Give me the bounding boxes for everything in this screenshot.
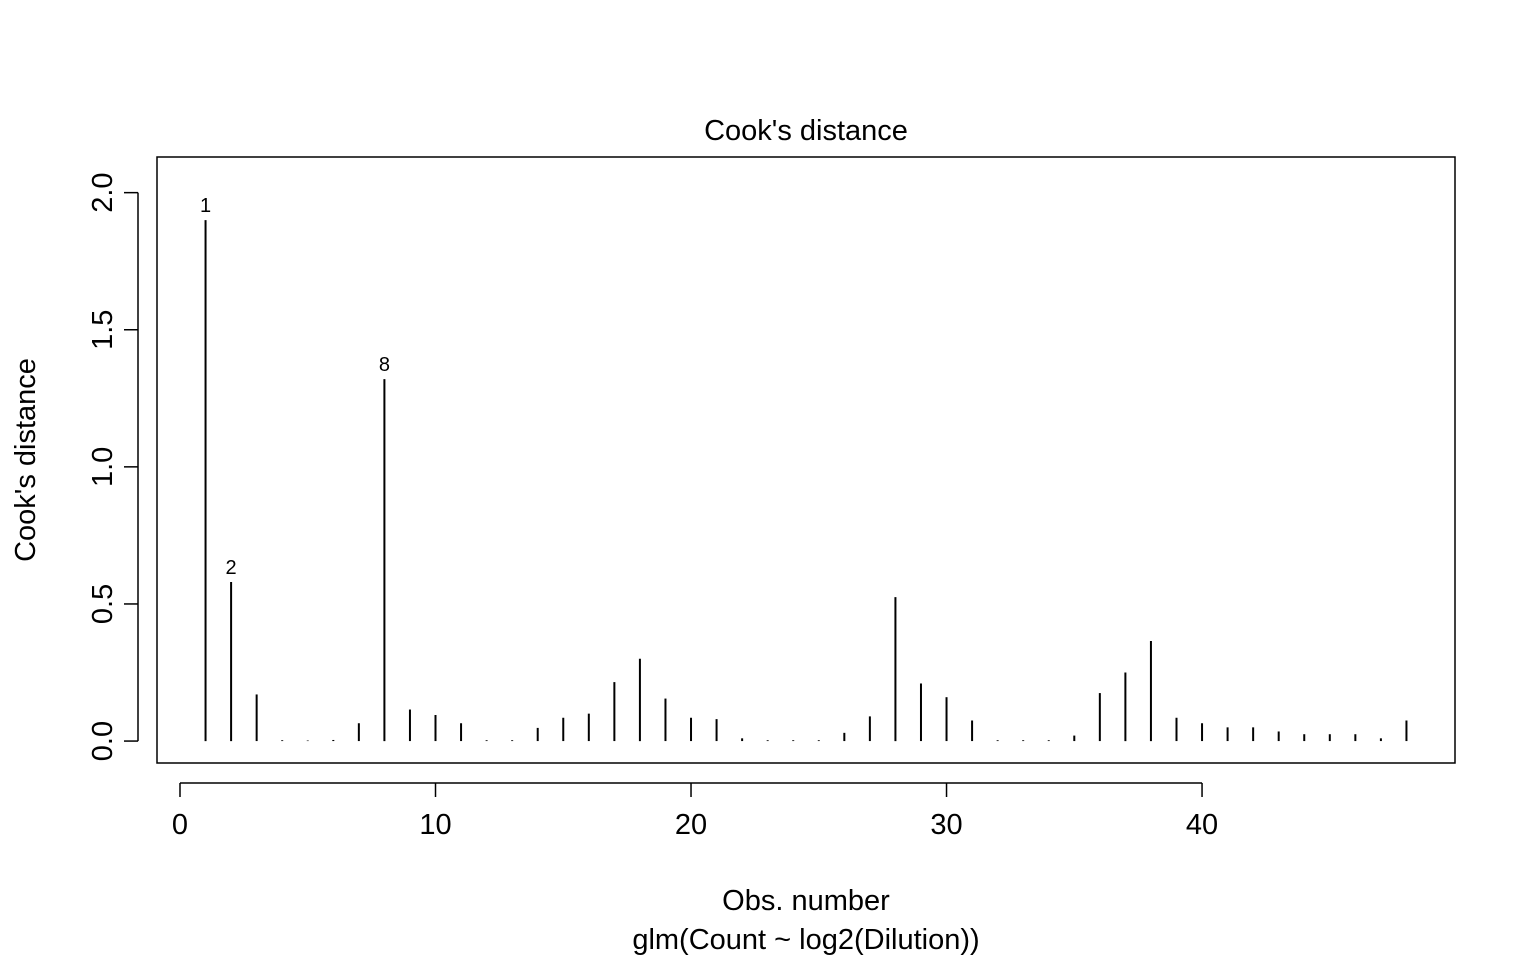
chart-title: Cook's distance: [704, 115, 908, 147]
x-tick-label-0: 0: [172, 809, 188, 841]
y-axis-label: Cook's distance: [10, 358, 42, 562]
x-tick-label-20: 20: [675, 809, 707, 841]
x-tick-label-30: 30: [930, 809, 962, 841]
bar-label-8: 8: [379, 354, 390, 376]
x-axis-label: Obs. number: [722, 885, 890, 917]
y-axis: 0.0 0.5 1.0 1.5 2.0: [87, 172, 139, 761]
x-tick-label-10: 10: [419, 809, 451, 841]
bar-label-2: 2: [226, 557, 237, 579]
y-tick-label-0: 0.0: [87, 721, 119, 761]
bar-labels-group: 1 2 8: [200, 195, 390, 579]
y-tick-label-2: 2.0: [87, 172, 119, 212]
chart-subtitle: glm(Count ~ log2(Dilution)): [632, 924, 979, 956]
x-axis: 0 10 20 30 40: [172, 782, 1218, 841]
bar-label-1: 1: [200, 195, 211, 217]
bars-group: [204, 220, 1408, 742]
plot-frame: [156, 156, 1456, 764]
y-tick-label-0.5: 0.5: [87, 584, 119, 624]
y-tick-label-1: 1.0: [87, 447, 119, 487]
y-tick-label-1.5: 1.5: [87, 310, 119, 350]
x-tick-label-40: 40: [1186, 809, 1218, 841]
